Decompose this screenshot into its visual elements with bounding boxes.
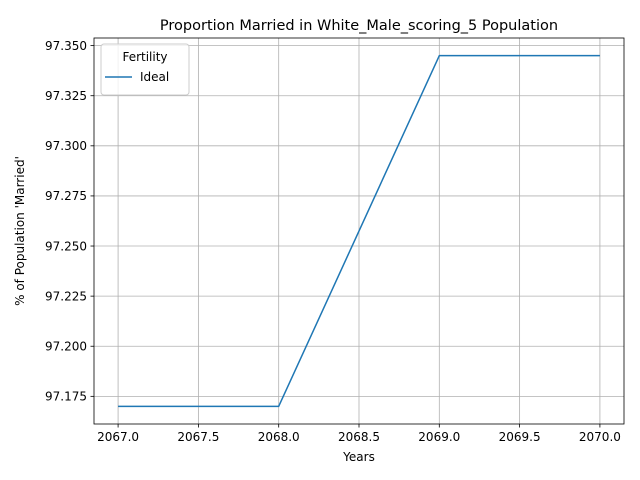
y-tick-label: 97.325 [45,89,87,103]
legend-title: Fertility [122,50,167,64]
grid-lines [94,38,624,424]
y-axis-label: % of Population 'Married' [13,156,27,306]
series-layer [118,54,600,408]
legend: Fertility Ideal [100,43,190,96]
x-tick-label: 2069.0 [418,430,460,444]
legend-box [100,43,190,96]
legend-label-ideal: Ideal [140,70,169,84]
x-axis-label: Years [342,450,375,464]
y-tick-label: 97.300 [45,139,87,153]
series-line-ideal [118,54,600,408]
x-tick-label: 2067.0 [97,430,139,444]
y-tick-label: 97.275 [45,189,87,203]
x-tick-label: 2070.0 [579,430,621,444]
y-axis-ticks: 97.175 97.200 97.225 97.250 97.275 97.300 97.3… [45,39,94,404]
x-tick-label: 2069.5 [499,430,541,444]
y-tick-label: 97.250 [45,239,87,253]
y-tick-label: 97.200 [45,340,87,354]
x-tick-label: 2068.0 [258,430,300,444]
chart-title: Proportion Married in White_Male_scoring… [160,18,558,34]
y-tick-label: 97.225 [45,289,87,303]
x-tick-label: 2067.5 [177,430,219,444]
y-tick-label: 97.175 [45,390,87,404]
x-tick-label: 2068.5 [338,430,380,444]
y-tick-label: 97.350 [45,39,87,53]
x-axis-ticks: 2067.0 2067.5 2068.0 2068.5 2069.0 2069.5 2070… [97,424,621,444]
